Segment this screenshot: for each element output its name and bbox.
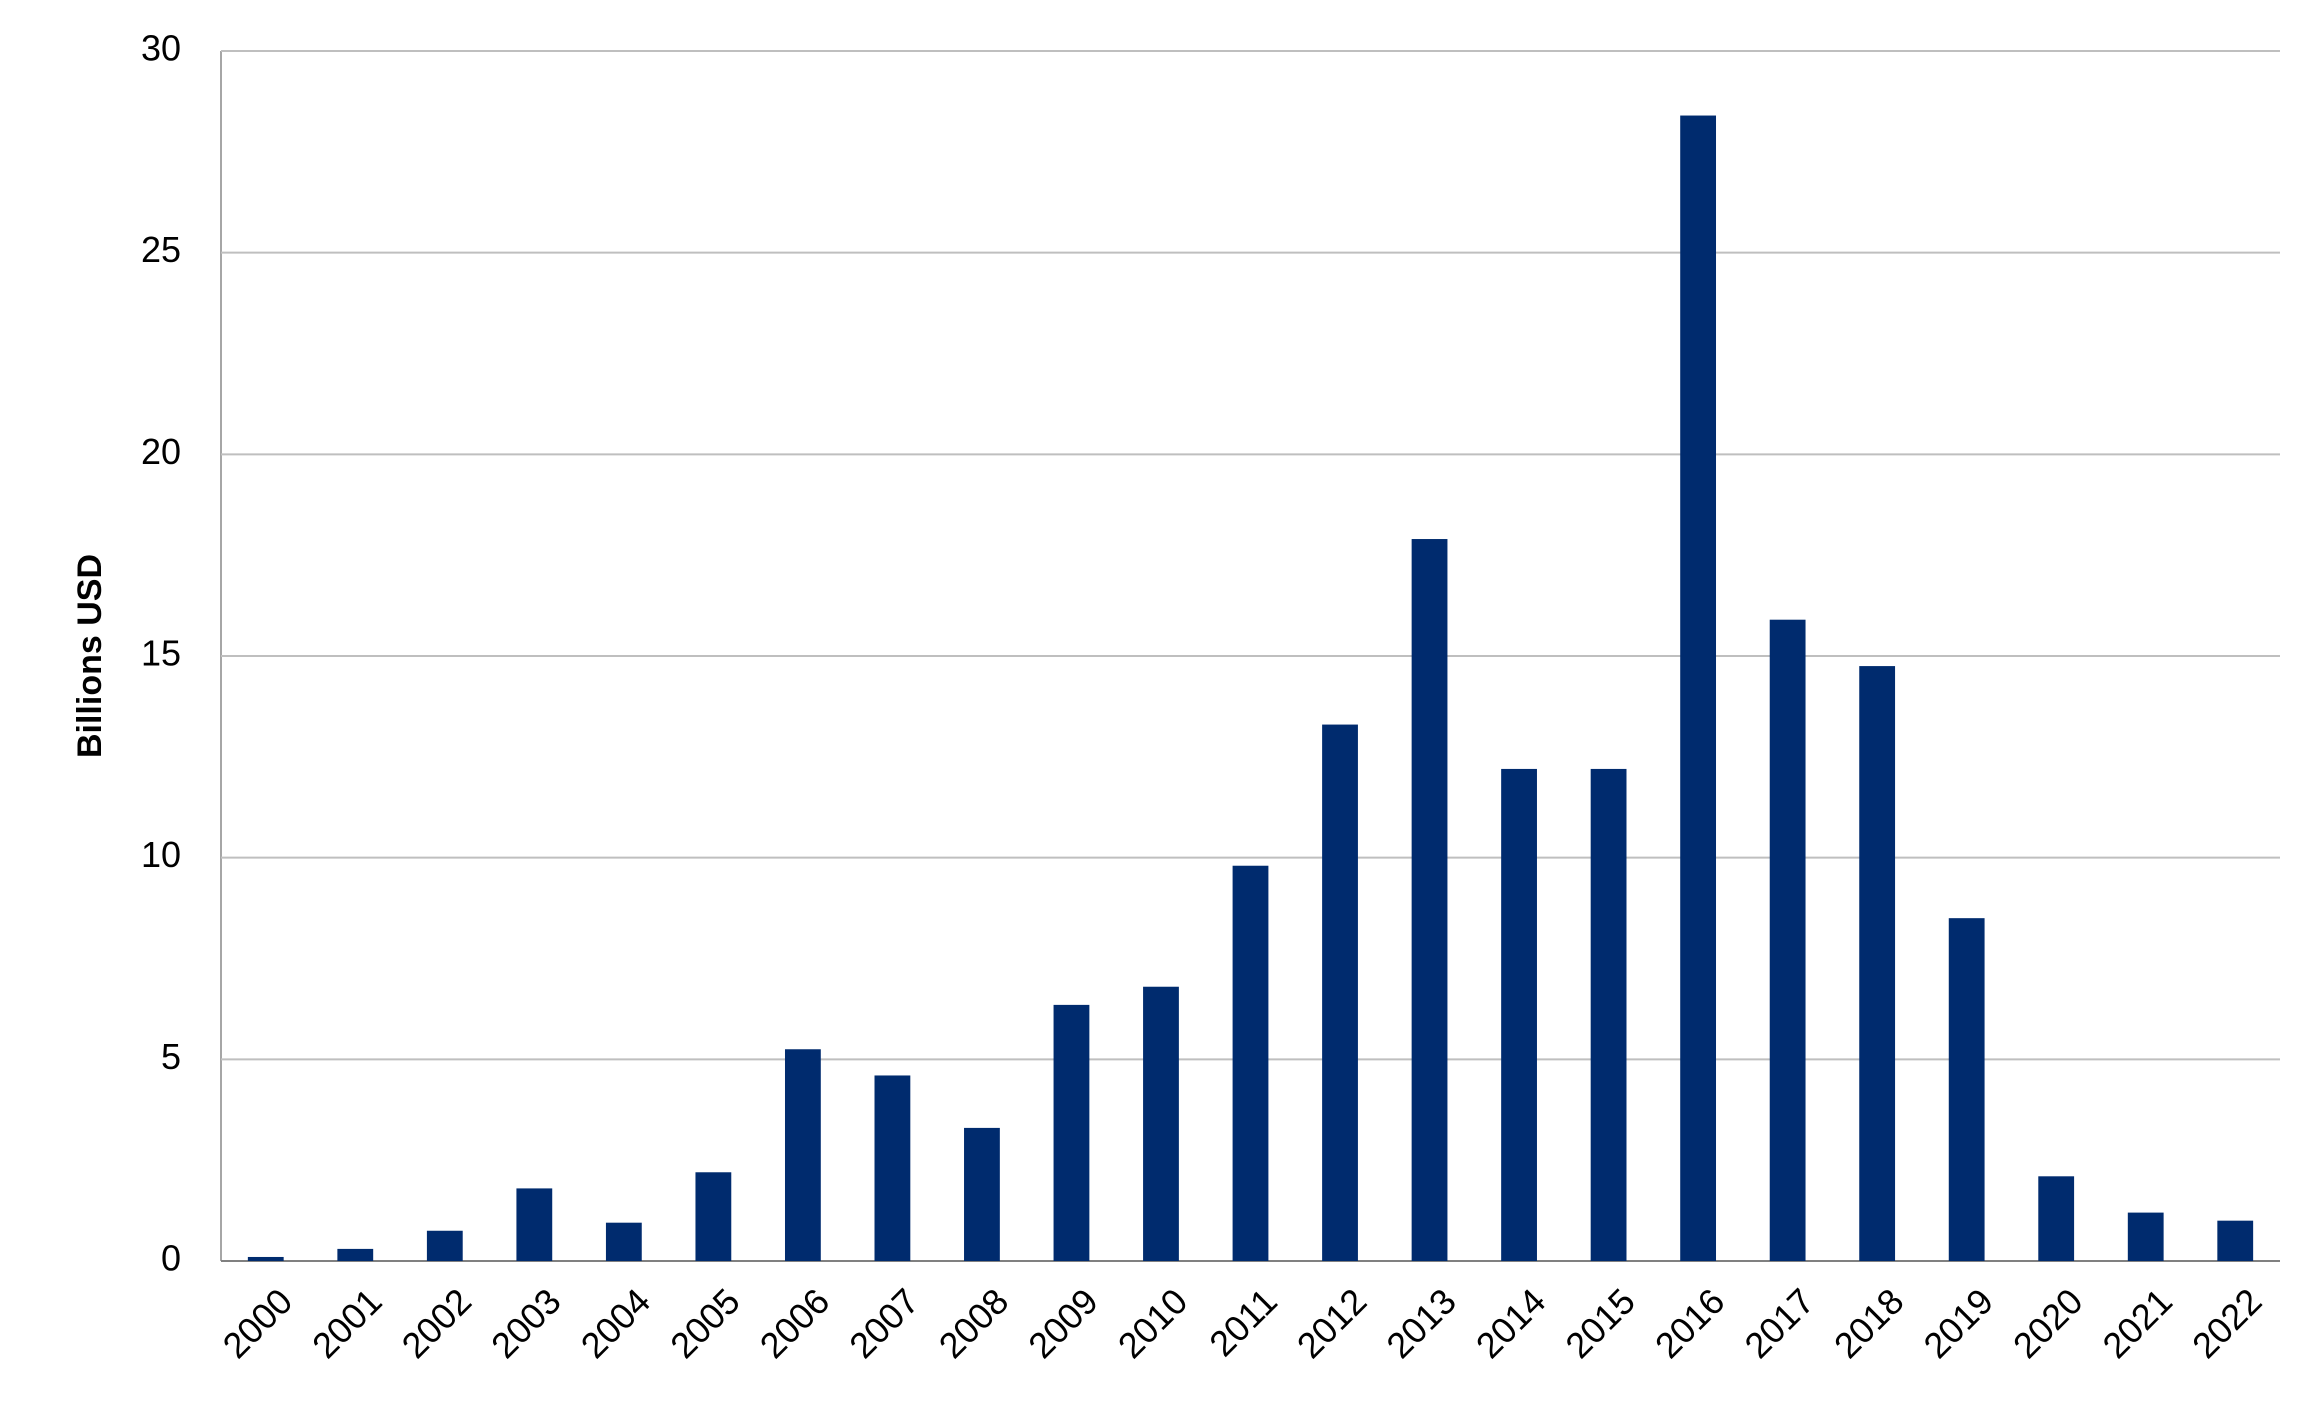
- bar: [1322, 724, 1358, 1261]
- x-tick-label: 2017: [1736, 1280, 1822, 1366]
- bar: [1501, 768, 1537, 1261]
- bar: [1590, 768, 1627, 1261]
- x-tick-label: 2007: [841, 1280, 927, 1366]
- bar: [2038, 1176, 2075, 1261]
- bar: [1053, 1004, 1090, 1261]
- x-tick-label: 2010: [1110, 1280, 1196, 1366]
- x-tick-label: 2022: [2184, 1280, 2270, 1366]
- x-tick-label: 2003: [483, 1280, 569, 1366]
- bar: [784, 1049, 821, 1261]
- bar: [874, 1075, 911, 1261]
- bar: [2127, 1212, 2164, 1261]
- x-tick-label: 2008: [931, 1280, 1017, 1366]
- x-tick-label: 2004: [573, 1280, 659, 1366]
- x-tick-label: 2000: [215, 1280, 301, 1366]
- bar: [695, 1172, 732, 1261]
- bar: [2217, 1220, 2254, 1261]
- x-tick-label: 2002: [394, 1280, 480, 1366]
- x-tick-label: 2001: [304, 1280, 390, 1366]
- y-tick-label: 15: [141, 633, 181, 674]
- bar: [1680, 115, 1717, 1262]
- bar: [247, 1256, 284, 1261]
- x-tick-label: 2018: [1826, 1280, 1912, 1366]
- y-tick-label: 20: [141, 431, 181, 472]
- bar: [1769, 619, 1806, 1261]
- x-tick-label: 2015: [1557, 1280, 1643, 1366]
- bar: [1411, 539, 1448, 1261]
- x-tick-label: 2013: [1378, 1280, 1464, 1366]
- bar: [337, 1248, 374, 1261]
- y-tick-label: 10: [141, 834, 181, 875]
- bar: [426, 1230, 463, 1261]
- x-tick-label: 2005: [662, 1280, 748, 1366]
- bar: [516, 1188, 553, 1261]
- x-tick-label: 2006: [752, 1280, 838, 1366]
- x-tick-label: 2016: [1647, 1280, 1733, 1366]
- x-tick-label: 2019: [1915, 1280, 2001, 1366]
- y-tick-label: 30: [141, 28, 181, 69]
- y-axis-title: Billions USD: [71, 554, 109, 758]
- x-tick-label: 2020: [2005, 1280, 2091, 1366]
- x-tick-label: 2021: [2094, 1280, 2180, 1366]
- bar: [1143, 986, 1179, 1261]
- x-tick-label: 2009: [1020, 1280, 1106, 1366]
- bar: [605, 1222, 642, 1261]
- bar: [1859, 666, 1896, 1261]
- bar: [1948, 918, 1985, 1261]
- x-tick-label: 2014: [1468, 1280, 1554, 1366]
- x-tick-label: 2012: [1289, 1280, 1375, 1366]
- x-tick-label: 2011: [1201, 1280, 1285, 1364]
- bar: [964, 1127, 1000, 1261]
- y-tick-label: 25: [141, 229, 181, 270]
- bar: [1232, 865, 1269, 1261]
- y-tick-label: 5: [161, 1036, 181, 1077]
- y-tick-label: 0: [161, 1238, 181, 1279]
